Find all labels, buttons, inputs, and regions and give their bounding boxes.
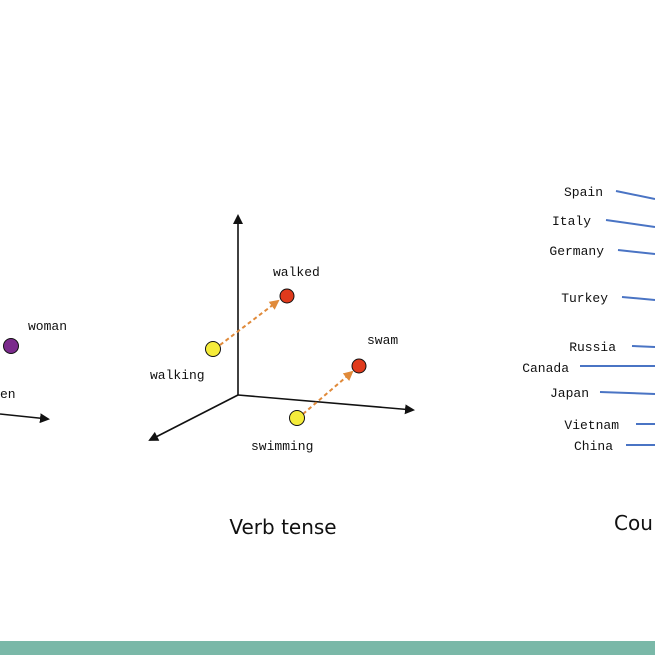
gender-panel: woman en bbox=[0, 319, 67, 424]
swimming-label: swimming bbox=[251, 439, 313, 454]
swam-dot bbox=[351, 358, 367, 374]
walking-to-walked-arrow bbox=[219, 299, 280, 346]
swimming-dot bbox=[289, 410, 305, 426]
woman-label: woman bbox=[28, 319, 67, 334]
russia-line bbox=[631, 345, 655, 348]
men-label: en bbox=[0, 387, 16, 402]
verb-tense-panel: walked walking swam swimming Verb tense bbox=[148, 214, 415, 539]
country-label-canada: Canada bbox=[522, 361, 569, 376]
swimming-to-swam-arrow bbox=[302, 370, 354, 415]
woman-dot bbox=[3, 338, 19, 354]
country-capital-caption: Cou bbox=[614, 511, 653, 535]
country-label-russia: Russia bbox=[569, 340, 616, 355]
walking-dot bbox=[205, 341, 221, 357]
verb-tense-caption: Verb tense bbox=[229, 515, 336, 539]
country-capital-panel: Spain Italy Germany Turkey Russia Canada… bbox=[522, 185, 655, 535]
bottom-accent-bar bbox=[0, 641, 655, 655]
country-label-germany: Germany bbox=[549, 244, 604, 259]
japan-line bbox=[599, 391, 655, 395]
country-label-japan: Japan bbox=[550, 386, 589, 401]
spain-line bbox=[615, 190, 655, 200]
gender-x-axis bbox=[0, 413, 50, 424]
walked-label: walked bbox=[273, 265, 320, 280]
italy-line bbox=[605, 219, 655, 228]
swam-label: swam bbox=[367, 333, 398, 348]
country-label-italy: Italy bbox=[552, 214, 591, 229]
country-label-vietnam: Vietnam bbox=[564, 418, 619, 433]
country-label-china: China bbox=[574, 439, 613, 454]
verb-x-axis bbox=[237, 394, 415, 415]
country-label-turkey: Turkey bbox=[561, 291, 608, 306]
verb-z-axis bbox=[148, 394, 239, 441]
turkey-line bbox=[621, 296, 655, 301]
walking-label: walking bbox=[150, 368, 205, 383]
germany-line bbox=[617, 249, 655, 255]
walked-dot bbox=[279, 288, 295, 304]
country-label-spain: Spain bbox=[564, 185, 603, 200]
